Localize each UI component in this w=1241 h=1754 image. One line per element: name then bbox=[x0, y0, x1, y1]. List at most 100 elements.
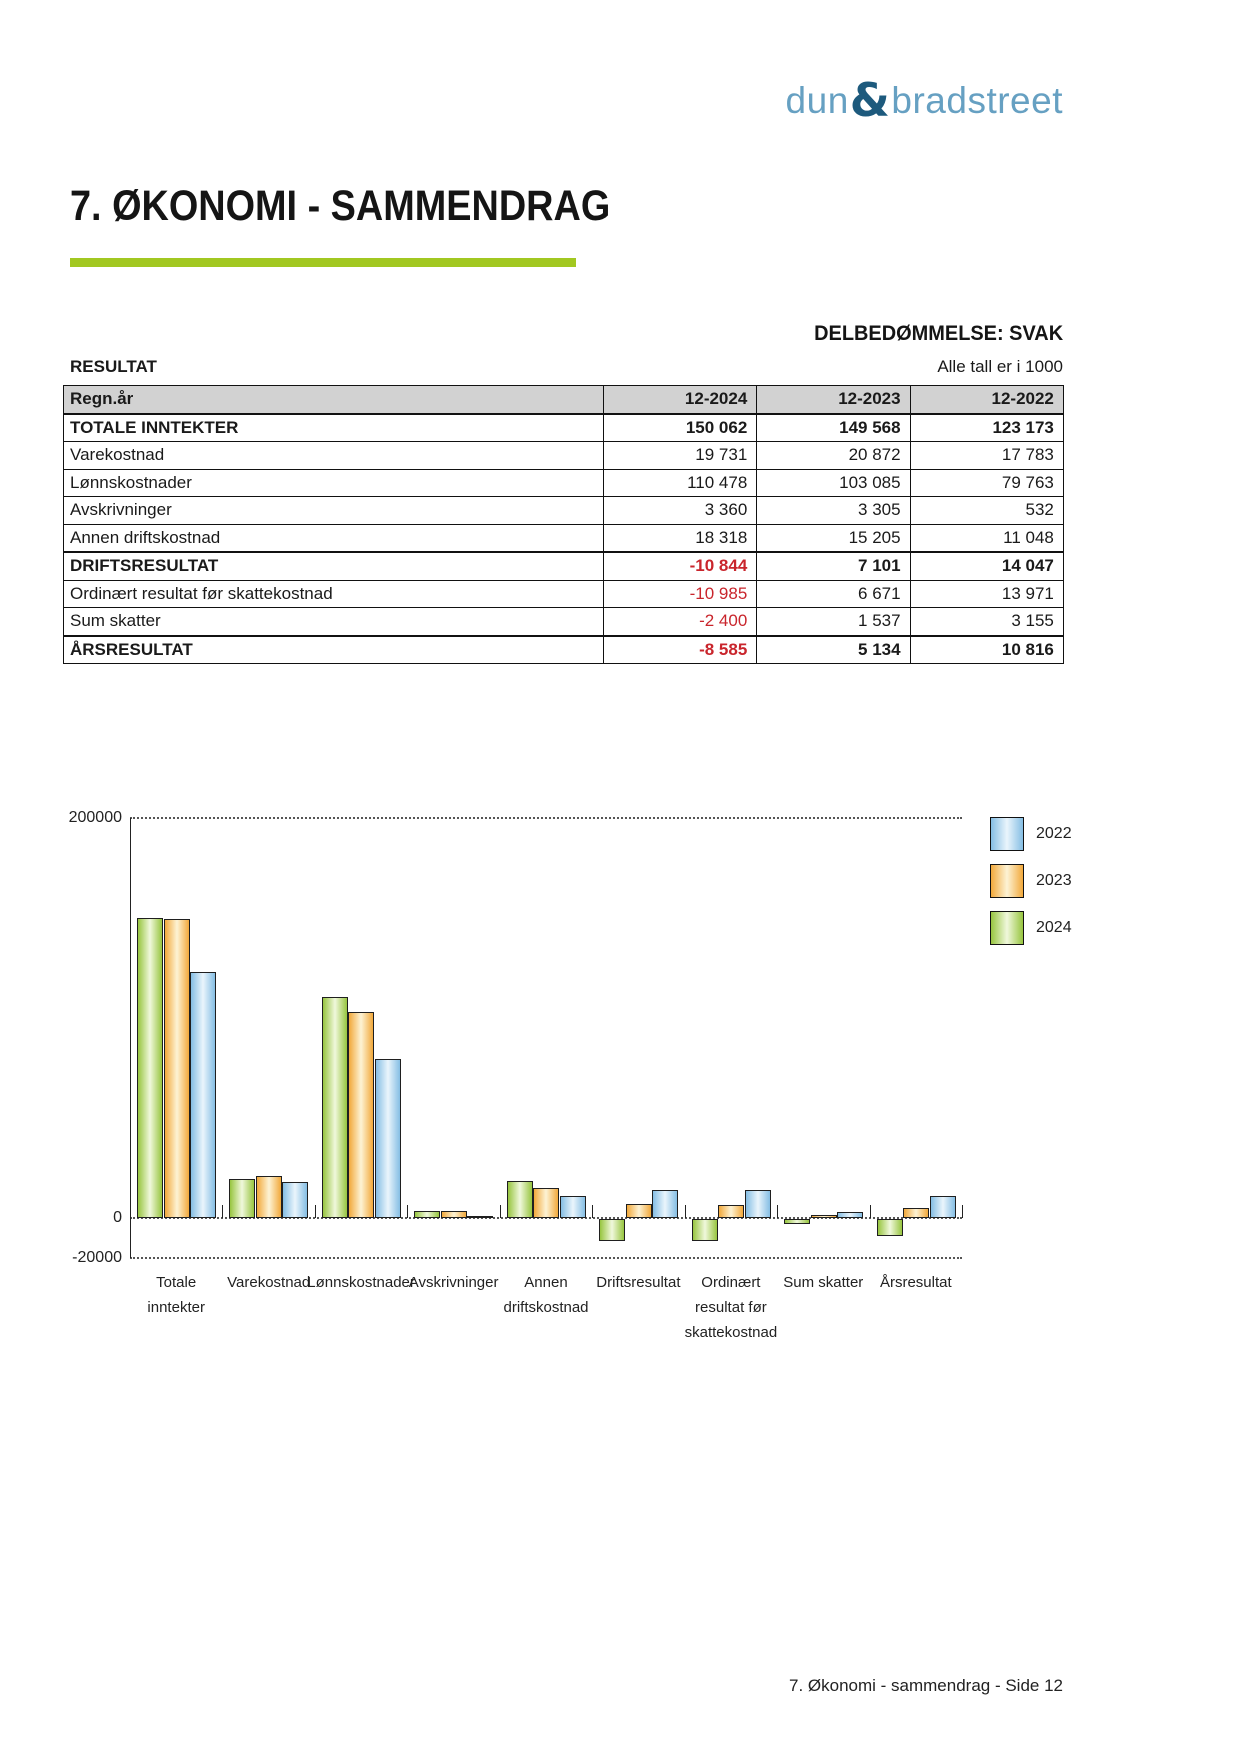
row-value: 5 134 bbox=[756, 634, 911, 664]
x-axis-tick bbox=[869, 1205, 871, 1218]
table-row: Varekostnad 19 731 20 872 17 783 bbox=[63, 441, 1064, 470]
x-axis-tick bbox=[592, 1205, 594, 1218]
x-axis-tick bbox=[499, 1205, 501, 1218]
row-value: 15 205 bbox=[756, 523, 911, 553]
row-value: -8 585 bbox=[602, 634, 758, 664]
section-label: RESULTAT bbox=[70, 357, 157, 376]
bar-2022 bbox=[837, 1211, 864, 1218]
page-title: 7. ØKONOMI - SAMMENDRAG bbox=[70, 182, 611, 230]
row-value: 1 537 bbox=[756, 607, 911, 636]
row-label: TOTALE INNTEKTER bbox=[63, 413, 604, 442]
x-axis-tick bbox=[222, 1205, 224, 1218]
x-category-label: Årsresultat bbox=[879, 1274, 952, 1291]
bar-2024 bbox=[876, 1219, 903, 1237]
bar-chart: 200000 0 -20000 Totale inntekter Varekostnad… bbox=[60, 809, 1210, 1410]
bar-2023 bbox=[810, 1214, 837, 1218]
grid-line bbox=[130, 1217, 962, 1219]
row-value: 11 048 bbox=[909, 523, 1064, 553]
bar-2023 bbox=[903, 1207, 930, 1218]
bar-2022 bbox=[559, 1195, 586, 1218]
y-tick-label: -20000 bbox=[72, 1249, 122, 1266]
x-axis-tick bbox=[314, 1205, 316, 1218]
row-value: -10 985 bbox=[602, 579, 758, 608]
bar-2022 bbox=[652, 1189, 679, 1218]
bar-2023 bbox=[533, 1187, 560, 1218]
bar-2022 bbox=[190, 971, 216, 1218]
legend-label-2024: 2024 bbox=[1036, 919, 1072, 936]
bar-2022 bbox=[282, 1182, 309, 1218]
bar-2023 bbox=[625, 1203, 652, 1218]
row-value: 150 062 bbox=[602, 413, 758, 442]
x-category-label: Driftsresultat bbox=[596, 1274, 681, 1291]
bar-2022 bbox=[929, 1196, 956, 1218]
row-value: -2 400 bbox=[602, 607, 758, 636]
row-value: 3 305 bbox=[756, 496, 911, 525]
x-category-label: Totale inntekter bbox=[147, 1274, 205, 1316]
x-category-label: Lønnskostnader bbox=[307, 1274, 415, 1291]
row-value: 103 085 bbox=[756, 468, 911, 497]
bar-2023 bbox=[163, 918, 190, 1218]
row-value: 149 568 bbox=[756, 413, 911, 442]
row-value: 123 173 bbox=[909, 413, 1064, 442]
bar-2024 bbox=[229, 1178, 256, 1218]
result-table: Regn.år 12-2024 12-2023 12-2022 TOTALE INNT… bbox=[63, 385, 1064, 664]
row-label: Varekostnad bbox=[63, 441, 604, 470]
table-row: DRIFTSRESULTAT -10 844 7 101 14 047 bbox=[63, 551, 1064, 581]
bar-2024 bbox=[784, 1219, 811, 1224]
bar-2023 bbox=[348, 1011, 375, 1218]
y-tick-label: 200000 bbox=[68, 809, 122, 826]
units-note: Alle tall er i 1000 bbox=[937, 357, 1063, 376]
y-axis-line bbox=[130, 818, 131, 1258]
page-footer: 7. Økonomi - sammendrag - Side 12 bbox=[788, 1676, 1063, 1695]
bar-2022 bbox=[744, 1190, 771, 1218]
row-label: Avskrivninger bbox=[63, 496, 604, 525]
row-value: 19 731 bbox=[602, 441, 758, 470]
logo-dun-text: dun bbox=[785, 80, 849, 121]
row-value: 532 bbox=[909, 496, 1064, 525]
bar-2024 bbox=[599, 1219, 626, 1241]
bar-2024 bbox=[414, 1211, 441, 1218]
bar-2024 bbox=[137, 917, 163, 1218]
bar-2024 bbox=[506, 1181, 533, 1218]
row-label: Lønnskostnader bbox=[63, 468, 604, 497]
bar-2022 bbox=[374, 1058, 401, 1218]
bar-2022 bbox=[467, 1216, 494, 1218]
table-row: TOTALE INNTEKTER 150 062 149 568 123 173 bbox=[63, 413, 1064, 442]
row-value: 7 101 bbox=[756, 551, 911, 581]
legend-swatch-2024 bbox=[990, 911, 1024, 945]
legend-label-2023: 2023 bbox=[1036, 872, 1072, 889]
row-label: Annen driftskostnad bbox=[63, 523, 604, 553]
column-header-year: 12-2022 bbox=[909, 385, 1064, 415]
x-category-label: Annen driftskostnad bbox=[503, 1274, 589, 1316]
x-axis-tick bbox=[684, 1205, 686, 1218]
row-label: DRIFTSRESULTAT bbox=[63, 551, 604, 581]
table-row: ÅRSRESULTAT -8 585 5 134 10 816 bbox=[63, 634, 1064, 664]
bar-2023 bbox=[440, 1211, 467, 1218]
logo-ampersand-icon: & bbox=[849, 73, 891, 127]
column-header-label: Regn.år bbox=[63, 385, 604, 415]
row-value: 3 360 bbox=[602, 496, 758, 525]
bar-2023 bbox=[718, 1204, 745, 1218]
row-value: 14 047 bbox=[909, 551, 1064, 581]
table-row: Avskrivninger 3 360 3 305 532 bbox=[63, 496, 1064, 525]
legend-swatch-2022 bbox=[990, 817, 1024, 851]
table-header-row: Regn.år 12-2024 12-2023 12-2022 bbox=[63, 385, 1064, 415]
row-value: 6 671 bbox=[756, 579, 911, 608]
bar-2023 bbox=[255, 1176, 282, 1218]
table-row: Lønnskostnader 110 478 103 085 79 763 bbox=[63, 468, 1064, 497]
row-value: -10 844 bbox=[602, 551, 758, 581]
row-value: 17 783 bbox=[909, 441, 1064, 470]
x-category-label: Sum skatter bbox=[783, 1274, 864, 1291]
row-label: Sum skatter bbox=[63, 607, 604, 636]
y-tick-label: 0 bbox=[113, 1209, 122, 1226]
dnb-logo: dun&bradstreet bbox=[785, 70, 1063, 127]
row-value: 3 155 bbox=[909, 607, 1064, 636]
x-axis-tick bbox=[407, 1205, 409, 1218]
row-value: 13 971 bbox=[909, 579, 1064, 608]
row-value: 79 763 bbox=[909, 468, 1064, 497]
row-label: Ordinært resultat før skattekostnad bbox=[63, 579, 604, 608]
row-value: 10 816 bbox=[909, 634, 1064, 664]
grid-line bbox=[130, 1257, 962, 1259]
assessment-heading: DELBEDØMMELSE: SVAK bbox=[813, 322, 1063, 345]
